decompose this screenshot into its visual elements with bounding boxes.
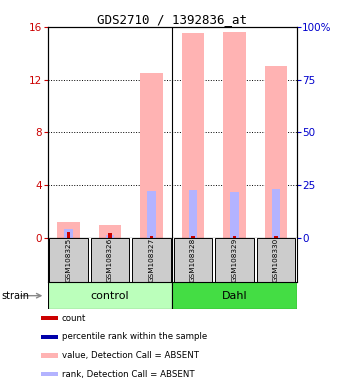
- Bar: [257, 238, 295, 282]
- Bar: [191, 236, 195, 238]
- Bar: [99, 225, 121, 238]
- Bar: [216, 238, 253, 282]
- Text: Dahl: Dahl: [222, 291, 247, 301]
- Text: GSM108327: GSM108327: [148, 238, 154, 282]
- Text: strain: strain: [2, 291, 30, 301]
- Bar: [174, 238, 212, 282]
- Text: GSM108330: GSM108330: [273, 238, 279, 282]
- Bar: [64, 230, 73, 238]
- Bar: [140, 73, 163, 238]
- Text: control: control: [91, 291, 129, 301]
- Text: GSM108325: GSM108325: [65, 238, 72, 282]
- Text: count: count: [61, 314, 86, 323]
- Text: value, Detection Call = ABSENT: value, Detection Call = ABSENT: [61, 351, 198, 360]
- Bar: [41, 354, 58, 358]
- Title: GDS2710 / 1392836_at: GDS2710 / 1392836_at: [97, 13, 247, 26]
- Bar: [41, 335, 58, 339]
- Bar: [48, 282, 172, 309]
- Bar: [230, 192, 239, 238]
- Bar: [132, 238, 170, 282]
- Bar: [150, 236, 153, 238]
- Bar: [181, 33, 204, 238]
- Bar: [272, 189, 280, 238]
- Bar: [172, 282, 297, 309]
- Bar: [41, 316, 58, 320]
- Bar: [233, 236, 236, 238]
- Bar: [274, 236, 278, 238]
- Bar: [49, 238, 88, 282]
- Text: percentile rank within the sample: percentile rank within the sample: [61, 332, 207, 341]
- Text: GSM108329: GSM108329: [232, 238, 237, 282]
- Bar: [67, 232, 70, 238]
- Bar: [189, 190, 197, 238]
- Bar: [91, 238, 129, 282]
- Text: GSM108328: GSM108328: [190, 238, 196, 282]
- Bar: [57, 222, 80, 238]
- Bar: [223, 32, 246, 238]
- Text: rank, Detection Call = ABSENT: rank, Detection Call = ABSENT: [61, 370, 194, 379]
- Bar: [108, 233, 112, 238]
- Bar: [41, 372, 58, 376]
- Bar: [147, 191, 155, 238]
- Bar: [265, 66, 287, 238]
- Bar: [106, 235, 114, 238]
- Text: GSM108326: GSM108326: [107, 238, 113, 282]
